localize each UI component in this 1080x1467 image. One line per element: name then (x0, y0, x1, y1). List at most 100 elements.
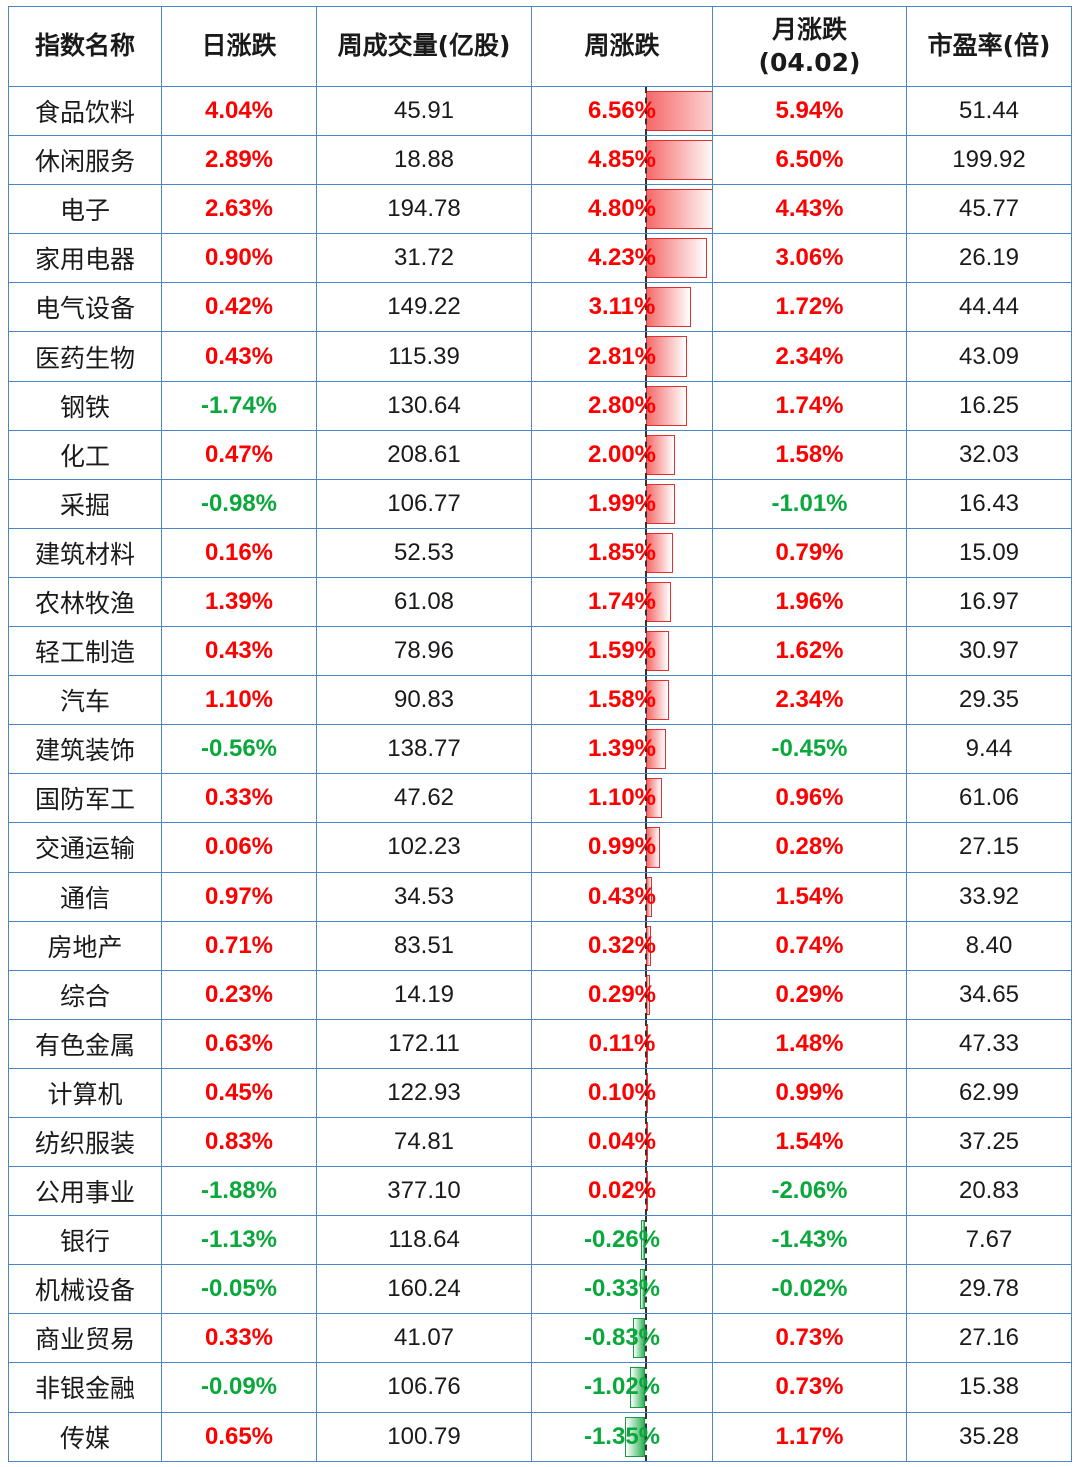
weekly-databar-area (533, 1216, 712, 1264)
pe-ratio-cell: 35.28 (906, 1411, 1072, 1462)
weekly-change-cell: 4.85% (531, 135, 713, 186)
header-daily-change: 日涨跌 (161, 6, 317, 87)
weekly-databar-area (533, 1413, 712, 1461)
weekly-databar-area (533, 529, 712, 577)
weekly-databar-axis (645, 922, 647, 970)
index-name-cell: 建筑材料 (8, 527, 162, 578)
weekly-databar (646, 483, 675, 524)
daily-change-cell: 0.33% (161, 773, 317, 824)
weekly-databar-axis (645, 87, 647, 135)
monthly-change-cell: 0.74% (712, 920, 907, 971)
weekly-volume-cell: 130.64 (316, 380, 532, 431)
monthly-change-cell: 0.73% (712, 1313, 907, 1364)
industry-index-table: 指数名称 日涨跌 周成交量(亿股) 周涨跌 月涨跌 (04.02) 市盈率(倍)… (8, 6, 1072, 1462)
weekly-databar-area (533, 725, 712, 773)
weekly-databar-axis (645, 382, 647, 430)
weekly-volume-cell: 122.93 (316, 1067, 532, 1118)
weekly-volume-cell: 106.76 (316, 1362, 532, 1413)
pe-ratio-cell: 9.44 (906, 724, 1072, 775)
weekly-change-cell: 1.85% (531, 527, 713, 578)
weekly-databar (646, 91, 712, 132)
pe-ratio-cell: 7.67 (906, 1215, 1072, 1266)
pe-ratio-cell: 45.77 (906, 184, 1072, 235)
weekly-change-cell: 1.59% (531, 626, 713, 677)
pe-ratio-cell: 51.44 (906, 85, 1072, 137)
monthly-change-cell: 1.62% (712, 626, 907, 677)
pe-ratio-cell: 26.19 (906, 233, 1072, 284)
table-row: 通信 0.97% 34.53 0.43% 1.54% 33.92 (8, 871, 1072, 922)
weekly-databar-axis (645, 234, 647, 282)
weekly-volume-cell: 100.79 (316, 1411, 532, 1462)
index-name-cell: 计算机 (8, 1067, 162, 1118)
table-body: 食品饮料 4.04% 45.91 6.56% 5.94% 51.44 休闲服务 2.89% 18… (8, 85, 1072, 1462)
weekly-change-label: -0.33% (583, 1275, 661, 1303)
weekly-databar-axis (645, 1118, 647, 1166)
daily-change-cell: 0.97% (161, 871, 317, 922)
weekly-change-label: -1.02% (583, 1373, 661, 1401)
weekly-volume-cell: 160.24 (316, 1264, 532, 1315)
header-pe-ratio: 市盈率(倍) (906, 6, 1072, 87)
weekly-change-label: 6.56% (587, 97, 657, 125)
weekly-change-label: -0.83% (583, 1324, 661, 1352)
monthly-change-cell: 1.54% (712, 871, 907, 922)
weekly-databar-axis (645, 676, 647, 724)
weekly-change-label: 2.80% (587, 391, 657, 419)
monthly-change-cell: 0.79% (712, 527, 907, 578)
weekly-databar (646, 385, 687, 426)
pe-ratio-cell: 30.97 (906, 626, 1072, 677)
weekly-volume-cell: 18.88 (316, 135, 532, 186)
index-name-cell: 交通运输 (8, 822, 162, 873)
daily-change-cell: -0.05% (161, 1264, 317, 1315)
weekly-databar-area (533, 1363, 712, 1412)
weekly-change-cell: 3.11% (531, 282, 713, 333)
table-row: 商业贸易 0.33% 41.07 -0.83% 0.73% 27.16 (8, 1313, 1072, 1364)
weekly-change-cell: 1.99% (531, 478, 713, 529)
weekly-change-label: 4.80% (587, 195, 657, 223)
weekly-change-label: 1.99% (587, 489, 657, 517)
table-row: 化工 0.47% 208.61 2.00% 1.58% 32.03 (8, 429, 1072, 480)
weekly-databar (646, 581, 672, 623)
daily-change-cell: 0.23% (161, 969, 317, 1020)
header-name: 指数名称 (8, 6, 162, 87)
table-row: 计算机 0.45% 122.93 0.10% 0.99% 62.99 (8, 1067, 1072, 1118)
weekly-databar-area (533, 480, 712, 528)
weekly-change-label: 2.00% (587, 440, 657, 468)
table-row: 建筑材料 0.16% 52.53 1.85% 0.79% 15.09 (8, 527, 1072, 578)
table-row: 纺织服装 0.83% 74.81 0.04% 1.54% 37.25 (8, 1116, 1072, 1168)
weekly-change-label: 0.11% (588, 1029, 656, 1057)
weekly-change-cell: 0.43% (531, 871, 713, 922)
weekly-databar-area (533, 185, 712, 233)
weekly-databar-axis (645, 1216, 647, 1264)
daily-change-cell: 0.47% (161, 429, 317, 480)
weekly-databar-axis (645, 480, 647, 528)
daily-change-cell: 1.10% (161, 675, 317, 726)
pe-ratio-cell: 27.15 (906, 822, 1072, 873)
weekly-databar-axis (645, 283, 647, 331)
pe-ratio-cell: 32.03 (906, 429, 1072, 480)
weekly-change-cell: 4.80% (531, 184, 713, 235)
pe-ratio-cell: 16.43 (906, 478, 1072, 529)
daily-change-cell: -0.56% (161, 724, 317, 775)
weekly-databar (625, 1416, 645, 1457)
monthly-change-cell: 0.29% (712, 969, 907, 1020)
index-name-cell: 建筑装饰 (8, 724, 162, 775)
index-name-cell: 商业贸易 (8, 1313, 162, 1364)
daily-change-cell: 0.16% (161, 527, 317, 578)
weekly-databar (641, 1220, 645, 1261)
monthly-change-cell: 2.34% (712, 331, 907, 382)
daily-change-cell: 0.83% (161, 1116, 317, 1168)
daily-change-cell: -1.88% (161, 1166, 317, 1217)
index-name-cell: 化工 (8, 429, 162, 480)
weekly-volume-cell: 149.22 (316, 282, 532, 333)
daily-change-cell: 0.90% (161, 233, 317, 284)
daily-change-cell: 0.71% (161, 920, 317, 971)
pe-ratio-cell: 33.92 (906, 871, 1072, 922)
weekly-change-label: -1.35% (583, 1422, 661, 1450)
weekly-databar-area (533, 136, 712, 184)
weekly-change-cell: 0.02% (531, 1166, 713, 1217)
monthly-change-cell: 1.17% (712, 1411, 907, 1462)
weekly-databar-axis (645, 873, 647, 921)
weekly-databar-area (533, 578, 712, 626)
weekly-volume-cell: 377.10 (316, 1166, 532, 1217)
table-row: 食品饮料 4.04% 45.91 6.56% 5.94% 51.44 (8, 85, 1072, 137)
